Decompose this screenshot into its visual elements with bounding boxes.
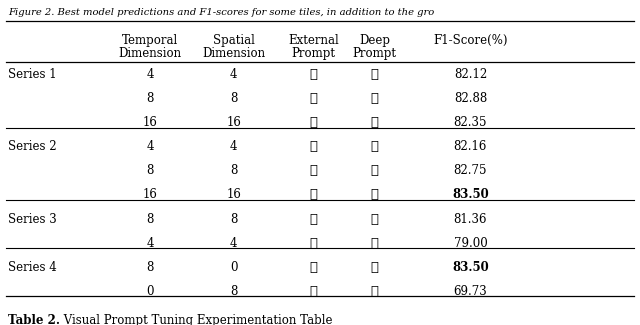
Text: ✓: ✓ xyxy=(371,140,378,153)
Text: ✓: ✓ xyxy=(310,237,317,250)
Text: 79.00: 79.00 xyxy=(454,237,487,250)
Text: 8: 8 xyxy=(230,164,237,177)
Text: ✓: ✓ xyxy=(371,68,378,81)
Text: ✓: ✓ xyxy=(310,261,317,274)
Text: ✓: ✓ xyxy=(371,285,378,298)
Text: Series 1: Series 1 xyxy=(8,68,56,81)
Text: Figure 2. Best model predictions and F1-scores for some tiles, in addition to th: Figure 2. Best model predictions and F1-… xyxy=(8,8,434,17)
Text: F1-Score(%): F1-Score(%) xyxy=(433,34,508,47)
Text: 82.16: 82.16 xyxy=(454,140,487,153)
Text: ✓: ✓ xyxy=(310,188,317,202)
Text: 4: 4 xyxy=(230,68,237,81)
Text: 4: 4 xyxy=(147,237,154,250)
Text: 8: 8 xyxy=(230,213,237,226)
Text: 8: 8 xyxy=(147,261,154,274)
Text: Spatial: Spatial xyxy=(212,34,255,47)
Text: ✓: ✓ xyxy=(310,164,317,177)
Text: ✓: ✓ xyxy=(310,285,317,298)
Text: Temporal: Temporal xyxy=(122,34,179,47)
Text: ✗: ✗ xyxy=(310,116,317,129)
Text: 82.88: 82.88 xyxy=(454,92,487,105)
Text: 8: 8 xyxy=(147,164,154,177)
Text: 0: 0 xyxy=(230,261,237,274)
Text: ✓: ✓ xyxy=(371,188,378,202)
Text: ✓: ✓ xyxy=(310,140,317,153)
Text: Series 4: Series 4 xyxy=(8,261,56,274)
Text: 16: 16 xyxy=(226,116,241,129)
Text: ✓: ✓ xyxy=(371,261,378,274)
Text: ✗: ✗ xyxy=(310,68,317,81)
Text: ✗: ✗ xyxy=(310,92,317,105)
Text: ✓: ✓ xyxy=(371,164,378,177)
Text: ✗: ✗ xyxy=(371,237,378,250)
Text: Table 2.: Table 2. xyxy=(8,314,60,325)
Text: Deep: Deep xyxy=(359,34,390,47)
Text: Dimension: Dimension xyxy=(119,47,182,60)
Text: ✗: ✗ xyxy=(371,213,378,226)
Text: Prompt: Prompt xyxy=(292,47,335,60)
Text: 16: 16 xyxy=(143,116,158,129)
Text: Prompt: Prompt xyxy=(353,47,396,60)
Text: 8: 8 xyxy=(230,92,237,105)
Text: 82.12: 82.12 xyxy=(454,68,487,81)
Text: Series 2: Series 2 xyxy=(8,140,56,153)
Text: Visual Prompt Tuning Experimentation Table: Visual Prompt Tuning Experimentation Tab… xyxy=(60,314,333,325)
Text: 8: 8 xyxy=(147,92,154,105)
Text: Series 3: Series 3 xyxy=(8,213,56,226)
Text: 4: 4 xyxy=(147,68,154,81)
Text: ✓: ✓ xyxy=(310,213,317,226)
Text: 4: 4 xyxy=(147,140,154,153)
Text: 83.50: 83.50 xyxy=(452,261,489,274)
Text: 16: 16 xyxy=(226,188,241,202)
Text: 4: 4 xyxy=(230,237,237,250)
Text: 82.75: 82.75 xyxy=(454,164,487,177)
Text: 4: 4 xyxy=(230,140,237,153)
Text: 83.50: 83.50 xyxy=(452,188,489,202)
Text: External: External xyxy=(288,34,339,47)
Text: ✓: ✓ xyxy=(371,92,378,105)
Text: 81.36: 81.36 xyxy=(454,213,487,226)
Text: 0: 0 xyxy=(147,285,154,298)
Text: 82.35: 82.35 xyxy=(454,116,487,129)
Text: 8: 8 xyxy=(230,285,237,298)
Text: Dimension: Dimension xyxy=(202,47,265,60)
Text: ✓: ✓ xyxy=(371,116,378,129)
Text: 16: 16 xyxy=(143,188,158,202)
Text: 69.73: 69.73 xyxy=(454,285,487,298)
Text: 8: 8 xyxy=(147,213,154,226)
